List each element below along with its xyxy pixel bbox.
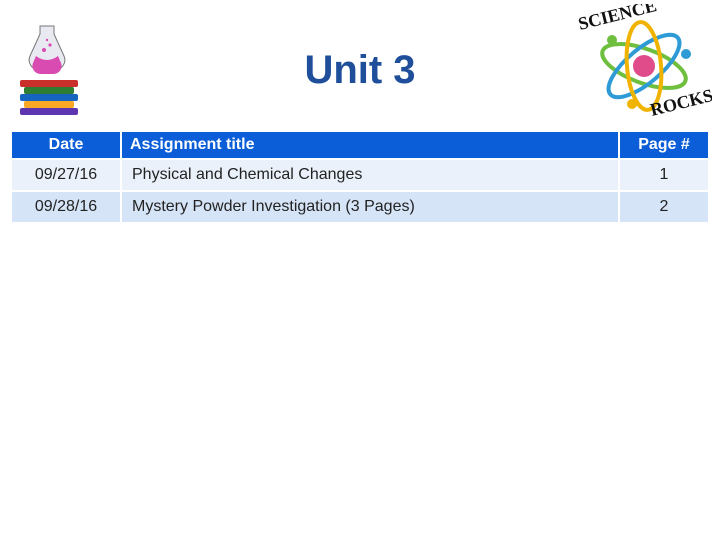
header: Unit 3 SCIENCE ROCKS! bbox=[0, 0, 720, 130]
col-header-page: Page # bbox=[619, 131, 709, 159]
assignment-table: Date Assignment title Page # 09/27/16 Ph… bbox=[10, 130, 710, 224]
table-header-row: Date Assignment title Page # bbox=[11, 131, 709, 159]
svg-text:SCIENCE: SCIENCE bbox=[576, 4, 658, 34]
cell-date: 09/28/16 bbox=[11, 191, 121, 223]
science-rocks-atom-icon: SCIENCE ROCKS! bbox=[562, 4, 712, 122]
cell-page: 2 bbox=[619, 191, 709, 223]
table-row: 09/27/16 Physical and Chemical Changes 1 bbox=[11, 159, 709, 191]
cell-title: Physical and Chemical Changes bbox=[121, 159, 619, 191]
assignment-table-container: Date Assignment title Page # 09/27/16 Ph… bbox=[0, 130, 720, 224]
beaker-books-icon bbox=[14, 24, 84, 119]
table-row: 09/28/16 Mystery Powder Investigation (3… bbox=[11, 191, 709, 223]
cell-title: Mystery Powder Investigation (3 Pages) bbox=[121, 191, 619, 223]
cell-page: 1 bbox=[619, 159, 709, 191]
col-header-assignment: Assignment title bbox=[121, 131, 619, 159]
cell-date: 09/27/16 bbox=[11, 159, 121, 191]
col-header-date: Date bbox=[11, 131, 121, 159]
